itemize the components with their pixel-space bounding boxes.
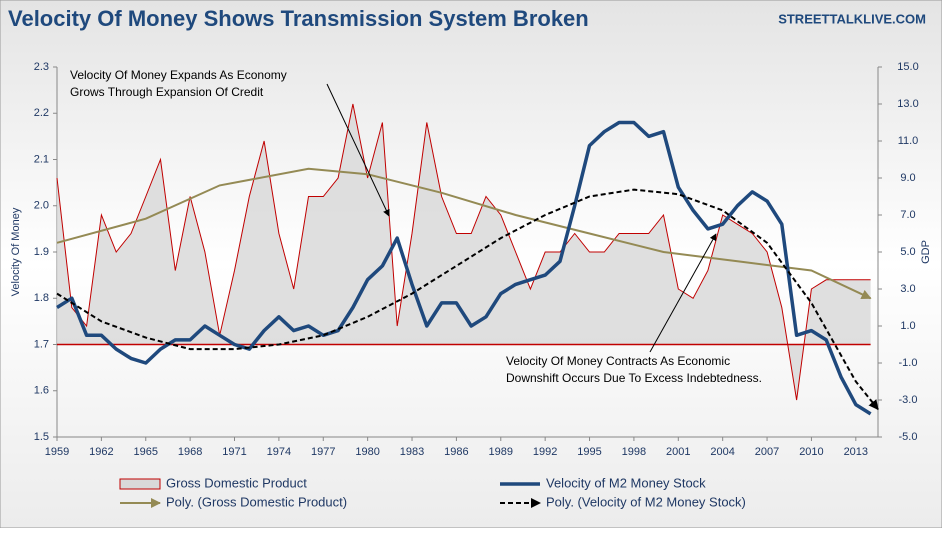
y2-tick-label: -1.0 xyxy=(899,357,918,369)
y-tick-label: 2.3 xyxy=(34,61,49,73)
x-tick-label: 1971 xyxy=(222,446,246,458)
x-tick-label: 1989 xyxy=(489,446,513,458)
y2-axis-label: GDP xyxy=(920,240,932,264)
annotation: Velocity Of Money Contracts As Economic xyxy=(506,354,730,368)
y-tick-label: 1.8 xyxy=(34,292,49,304)
x-tick-label: 1977 xyxy=(311,446,335,458)
x-tick-label: 2004 xyxy=(710,446,734,458)
y-tick-label: 1.7 xyxy=(34,338,49,350)
annotation-arrow xyxy=(326,83,390,217)
legend-swatch xyxy=(119,478,161,490)
x-tick-label: 1980 xyxy=(355,446,379,458)
x-tick-label: 1995 xyxy=(577,446,601,458)
annotation: Grows Through Expansion Of Credit xyxy=(70,85,264,99)
x-tick-label: 1986 xyxy=(444,446,468,458)
y2-tick-label: 5.0 xyxy=(900,246,915,258)
y2-tick-label: -3.0 xyxy=(899,394,918,406)
y-tick-label: 2.0 xyxy=(34,200,49,212)
x-tick-label: 1992 xyxy=(533,446,557,458)
annotation: Velocity Of Money Expands As Economy xyxy=(70,68,287,82)
x-tick-label: 1962 xyxy=(89,446,113,458)
y-tick-label: 1.5 xyxy=(34,431,49,443)
y2-tick-label: 9.0 xyxy=(900,172,915,184)
trend-line xyxy=(56,188,879,411)
trend-line xyxy=(56,167,872,300)
source: STREETTALKLIVE.COM xyxy=(778,11,926,26)
y-tick-label: 1.9 xyxy=(34,246,49,258)
legend-label: Velocity of M2 Money Stock xyxy=(546,475,706,490)
legend-label: Poly. (Gross Domestic Product) xyxy=(166,494,347,509)
y-tick-label: 2.1 xyxy=(34,153,49,165)
y2-tick-label: 3.0 xyxy=(900,283,915,295)
chart-title: Velocity Of Money Shows Transmission Sys… xyxy=(8,6,589,31)
x-tick-label: 1968 xyxy=(178,446,202,458)
y2-tick-label: 7.0 xyxy=(900,209,915,221)
y-tick-label: 2.2 xyxy=(34,107,49,119)
x-tick-label: 1983 xyxy=(400,446,424,458)
y2-tick-label: 11.0 xyxy=(898,135,919,147)
x-tick-label: 2001 xyxy=(666,446,690,458)
x-tick-label: 1965 xyxy=(134,446,158,458)
y-tick-label: 1.6 xyxy=(34,385,49,397)
y2-tick-label: -5.0 xyxy=(899,431,918,443)
line xyxy=(56,120,872,416)
annotation-arrow xyxy=(649,233,717,353)
annotation: Downshift Occurs Due To Excess Indebtedn… xyxy=(506,371,762,385)
y-axis-label: Velocity Of Money xyxy=(10,207,22,296)
x-tick-label: 1974 xyxy=(267,446,291,458)
x-tick-label: 1959 xyxy=(45,446,69,458)
x-tick-label: 2010 xyxy=(799,446,823,458)
y2-tick-label: 13.0 xyxy=(897,98,918,110)
x-tick-label: 2013 xyxy=(844,446,868,458)
legend-label: Poly. (Velocity of M2 Money Stock) xyxy=(546,494,746,509)
legend-label: Gross Domestic Product xyxy=(166,475,307,490)
x-tick-label: 1998 xyxy=(622,446,646,458)
y2-tick-label: 1.0 xyxy=(900,320,915,332)
plot-area: 1.5 1.6 1.7 1.8 1.9 2.0 2.1 2.2 2.3 -5.0 -3.0 -1.0 1… xyxy=(34,61,919,510)
y2-tick-label: 15.0 xyxy=(897,61,918,73)
area-line xyxy=(56,103,871,401)
x-tick-label: 2007 xyxy=(755,446,779,458)
